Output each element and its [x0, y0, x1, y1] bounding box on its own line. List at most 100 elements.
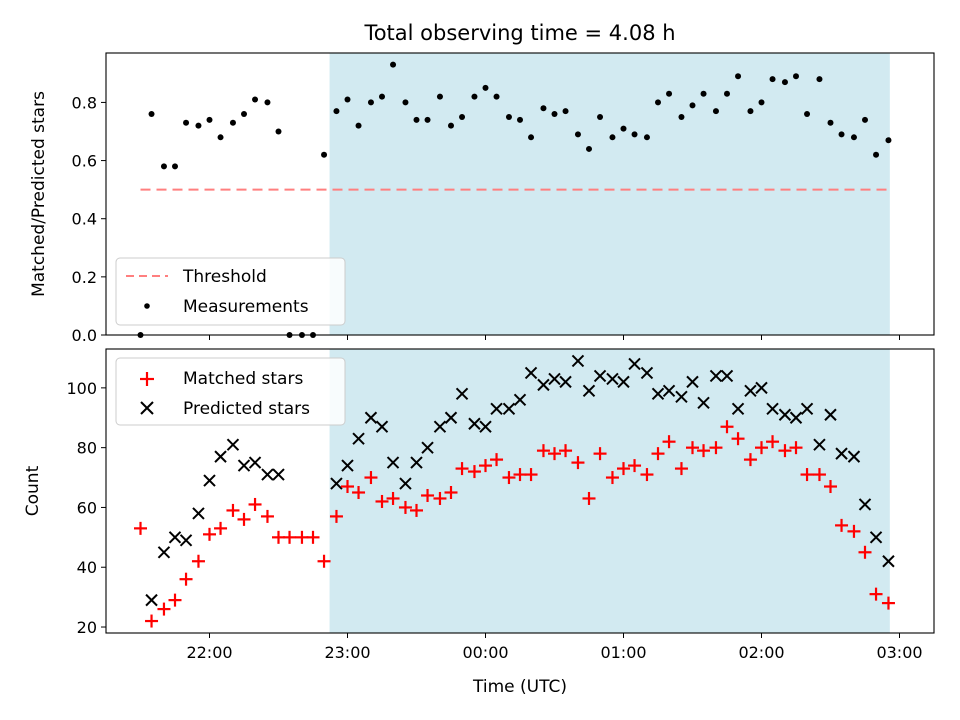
top-x-ticks [209, 335, 900, 340]
matched-star-point [490, 453, 504, 467]
measurement-point [528, 134, 535, 141]
predicted-star-point [444, 411, 458, 424]
matched-star-markers [134, 420, 895, 628]
measurement-point [793, 73, 799, 80]
measurement-point [838, 131, 845, 138]
matched-star-point [260, 509, 274, 523]
matched-star-point [502, 471, 516, 485]
measurement-point [229, 119, 236, 126]
measurement-point [850, 134, 857, 141]
measurement-point [390, 61, 397, 68]
predicted-star-point [813, 438, 826, 451]
matched-star-point [766, 435, 780, 449]
measurement-point [816, 76, 823, 83]
matched-star-point [203, 527, 216, 541]
measurement-point [781, 79, 788, 86]
matched-star-point [410, 503, 423, 517]
measurement-point [355, 122, 362, 129]
measurement-point [172, 163, 178, 170]
measurement-point [344, 96, 351, 103]
predicted-star-point [261, 468, 274, 481]
observing-window-shade [329, 349, 890, 633]
predicted-star-point [421, 441, 434, 454]
matched-star-point [617, 462, 630, 476]
x-tick-label: 00:00 [462, 643, 508, 662]
matched-star-point [191, 554, 205, 568]
matched-star-point [341, 480, 354, 494]
matched-star-point [157, 602, 171, 616]
predicted-star-point [341, 459, 354, 472]
measurement-point [275, 128, 282, 135]
measurement-point [540, 105, 547, 112]
predicted-star-point [824, 408, 837, 421]
y-tick-label: 40 [77, 558, 97, 577]
measurement-point [148, 111, 155, 118]
matched-star-point [662, 435, 676, 449]
predicted-star-point [709, 369, 723, 383]
matched-star-point [881, 596, 895, 610]
matched-star-point [743, 453, 757, 467]
legend-measurements-swatch [144, 303, 150, 309]
measurement-point [413, 116, 420, 123]
measurement-point [160, 163, 167, 170]
predicted-star-point [755, 381, 768, 395]
predicted-star-point [548, 372, 561, 386]
measurement-point [712, 108, 719, 115]
predicted-star-point [882, 555, 895, 568]
measurement-point [885, 137, 892, 144]
measurement-point [827, 119, 834, 126]
measurement-point [758, 99, 765, 106]
measurement-point [379, 93, 385, 100]
predicted-star-point [778, 408, 792, 421]
measurement-points [137, 61, 892, 338]
predicted-star-point [731, 402, 745, 415]
measurement-point [402, 99, 409, 106]
measurement-point [804, 111, 811, 118]
measurement-point [436, 93, 443, 100]
measurement-point [424, 116, 431, 123]
matched-star-point [444, 485, 458, 499]
measurement-point [769, 76, 776, 83]
matched-star-point [283, 530, 297, 544]
predicted-star-point [410, 456, 423, 469]
measurement-point [735, 73, 742, 80]
matched-star-point [145, 614, 159, 628]
matched-star-point [386, 491, 400, 505]
predicted-star-point [766, 402, 779, 415]
bottom-panel: 20 40 60 80 100 22:00 23:00 00:00 01:00 02:00 03:… [23, 348, 935, 697]
matched-star-point [697, 444, 711, 458]
y-tick-label: 100 [66, 379, 97, 398]
measurement-point [689, 102, 696, 109]
predicted-star-point [675, 390, 688, 404]
predicted-star-point [502, 402, 516, 415]
matched-star-point [329, 509, 343, 523]
legend-threshold-label: Threshold [182, 267, 267, 287]
predicted-star-point [203, 474, 216, 487]
predicted-star-point [468, 417, 481, 430]
bottom-legend: Matched stars Predicted stars [115, 357, 346, 426]
matched-star-point [559, 444, 573, 458]
measurement-point [609, 134, 616, 141]
measurement-point [493, 93, 500, 100]
matched-star-point [835, 518, 849, 532]
legend-matched-label: Matched stars [183, 369, 303, 389]
predicted-star-point [858, 498, 872, 511]
predicted-star-point [179, 534, 193, 547]
bottom-axes-frame [105, 348, 935, 634]
predicted-star-point [744, 384, 757, 398]
matched-star-point [433, 491, 447, 505]
measurement-point [655, 99, 661, 106]
matched-star-point [709, 441, 723, 455]
matched-star-point [869, 587, 883, 601]
measurement-point [747, 108, 754, 115]
x-tick-label: 03:00 [876, 643, 922, 662]
matched-star-point [306, 530, 320, 544]
predicted-star-point [214, 450, 227, 463]
predicted-star-point [593, 369, 607, 383]
predicted-star-point [651, 387, 665, 401]
y-tick-label: 60 [77, 498, 97, 517]
bottom-y-axis-label: Count [23, 465, 43, 516]
predicted-star-markers [145, 354, 895, 607]
predicted-star-point [433, 420, 447, 433]
